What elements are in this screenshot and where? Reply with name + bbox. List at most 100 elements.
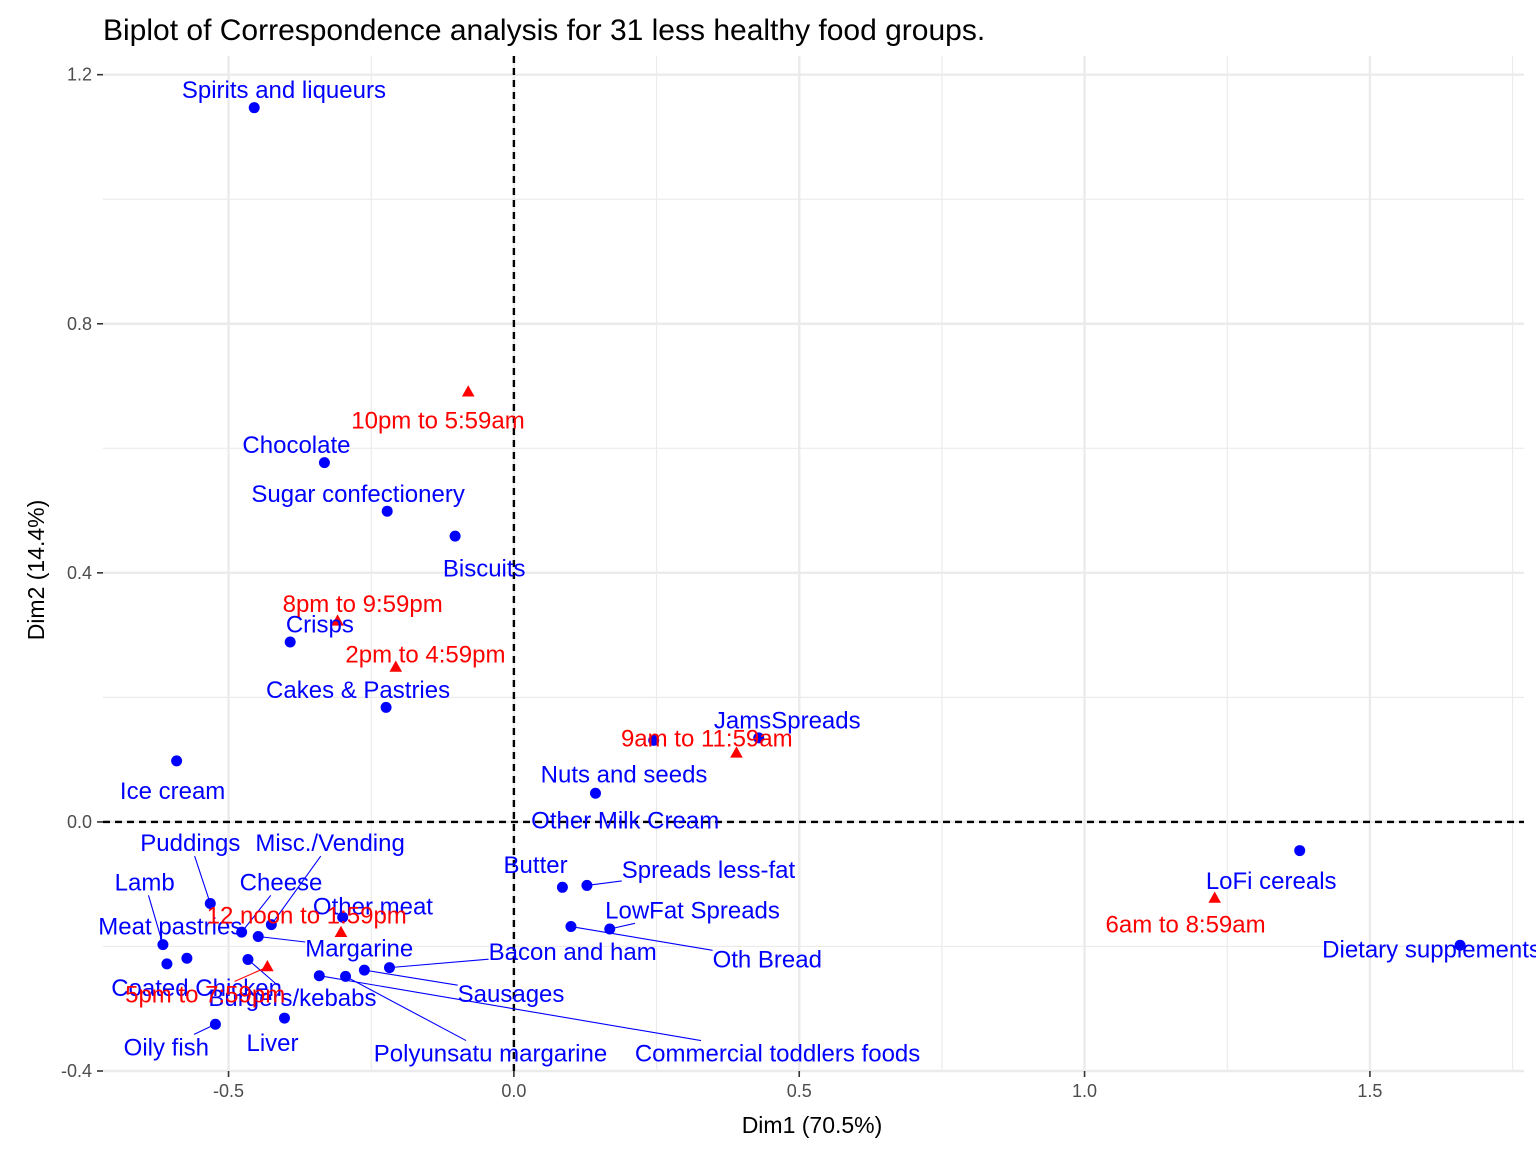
point-label: Ice cream [120, 778, 225, 805]
food-point-marker [248, 102, 260, 114]
time-point-marker [389, 660, 403, 672]
y-tick-label: 0.8 [67, 314, 92, 334]
x-tick-label: 1.5 [1357, 1081, 1382, 1101]
leader-line [345, 975, 467, 1042]
point-label: Other Milk Cream [531, 808, 719, 835]
y-tick-label: 1.2 [67, 65, 92, 85]
leader-line [570, 925, 713, 951]
leader-line [586, 880, 622, 886]
x-tick-label: -0.5 [213, 1081, 244, 1101]
leader-line [247, 959, 278, 986]
food-point-marker [565, 921, 577, 933]
leader-line [389, 958, 489, 969]
point-label: Liver [246, 1030, 298, 1057]
y-tick-label: -0.4 [61, 1061, 92, 1081]
food-point-marker [171, 755, 183, 767]
time-point-marker [730, 746, 743, 758]
food-point-marker [209, 1018, 221, 1030]
food-point-marker [236, 926, 248, 938]
point-label: Chocolate [242, 432, 350, 459]
leader-line [364, 969, 458, 986]
point-label: Cakes & Pastries [266, 677, 450, 704]
food-point-marker [648, 734, 660, 746]
food-point-marker [265, 919, 277, 931]
point-label: 2pm to 4:59pm [345, 641, 505, 668]
point-label: Meat pastries [98, 914, 242, 941]
food-point-marker [161, 958, 173, 970]
food-point-marker [181, 952, 193, 964]
leader-line [319, 975, 702, 1042]
food-point-marker [753, 732, 765, 744]
x-tick-label: 1.0 [1072, 1081, 1097, 1101]
leader-line [241, 894, 272, 933]
food-point-marker [1454, 939, 1466, 951]
point-label: Puddings [140, 830, 240, 857]
point-label: 5pm to 7:59pm [125, 981, 285, 1008]
point-label: Spirits and liqueurs [182, 77, 386, 104]
time-point-marker [331, 614, 344, 626]
food-point-marker [1294, 845, 1306, 857]
point-label: Coated Chicken [111, 975, 282, 1002]
food-point-marker [337, 911, 349, 923]
point-label: 6am to 8:59am [1106, 912, 1266, 939]
point-label: JamsSpreads [714, 707, 861, 734]
point-label: Butter [504, 852, 568, 879]
point-label: Oily fish [124, 1034, 209, 1061]
point-label: 12 noon to 1:59pm [207, 902, 407, 929]
y-tick-label: 0.0 [67, 812, 92, 832]
point-label: Misc./Vending [255, 830, 404, 857]
point-label: Other meat [313, 894, 433, 921]
x-tick-label: 0.0 [501, 1081, 526, 1101]
point-label: Spreads less-fat [622, 857, 796, 884]
leader-line [147, 895, 164, 945]
food-point-marker [604, 923, 616, 935]
time-point-marker [461, 385, 475, 397]
axes: -0.5 0.0 0.5 1.0 1.5 -0.4 0.0 0.4 0.8 1.2 [61, 65, 1382, 1101]
point-label: Oth Bread [713, 947, 822, 974]
point-label: Lamb [115, 869, 175, 896]
leader-line [234, 966, 268, 982]
point-label: Commercial toddlers foods [635, 1041, 920, 1068]
leader-line [258, 935, 306, 943]
point-label: Burgers/kebabs [208, 985, 376, 1012]
food-point-marker [278, 1012, 290, 1024]
food-point-marker [318, 457, 330, 469]
point-label: Cheese [240, 869, 323, 896]
point-label: Sugar confectionery [251, 481, 464, 508]
food-point-marker [589, 787, 601, 799]
label-leader-lines [147, 855, 713, 1042]
point-labels: Spirits and liqueurs Chocolate Sugar confe… [98, 77, 1536, 1067]
point-label: Margarine [305, 935, 413, 962]
point-label: LowFat Spreads [605, 897, 780, 924]
leader-line [270, 855, 322, 925]
food-point-marker [204, 897, 216, 909]
time-point-marker [261, 960, 274, 972]
leader-line [194, 855, 211, 904]
x-axis-title: Dim1 (70.5%) [742, 1112, 883, 1138]
food-point-marker [383, 962, 395, 974]
food-point-marker [252, 930, 264, 942]
food-point-marker [340, 970, 352, 982]
food-point-marker [284, 636, 296, 648]
point-label: LoFi cereals [1206, 868, 1337, 895]
food-point-marker [380, 701, 392, 713]
point-label: Nuts and seeds [541, 762, 708, 789]
point-label: Polyunsatu margarine [374, 1041, 607, 1068]
point-label: Sausages [458, 981, 565, 1008]
point-label: 10pm to 5:59am [351, 407, 524, 434]
time-point-marker [334, 925, 348, 937]
food-point-marker [242, 954, 254, 966]
point-label: Crisps [286, 612, 354, 639]
y-axis-title: Dim2 (14.4%) [23, 500, 49, 641]
point-label: 8pm to 9:59pm [283, 591, 443, 618]
food-point-marker [157, 939, 169, 951]
reference-lines [103, 56, 1524, 1071]
food-point-marker [449, 530, 461, 542]
point-label: Bacon and ham [489, 939, 657, 966]
food-point-marker [358, 964, 370, 976]
point-label: 9am to 11:59am [621, 725, 793, 752]
food-point-marker [313, 970, 325, 982]
point-label: Biscuits [443, 555, 526, 582]
